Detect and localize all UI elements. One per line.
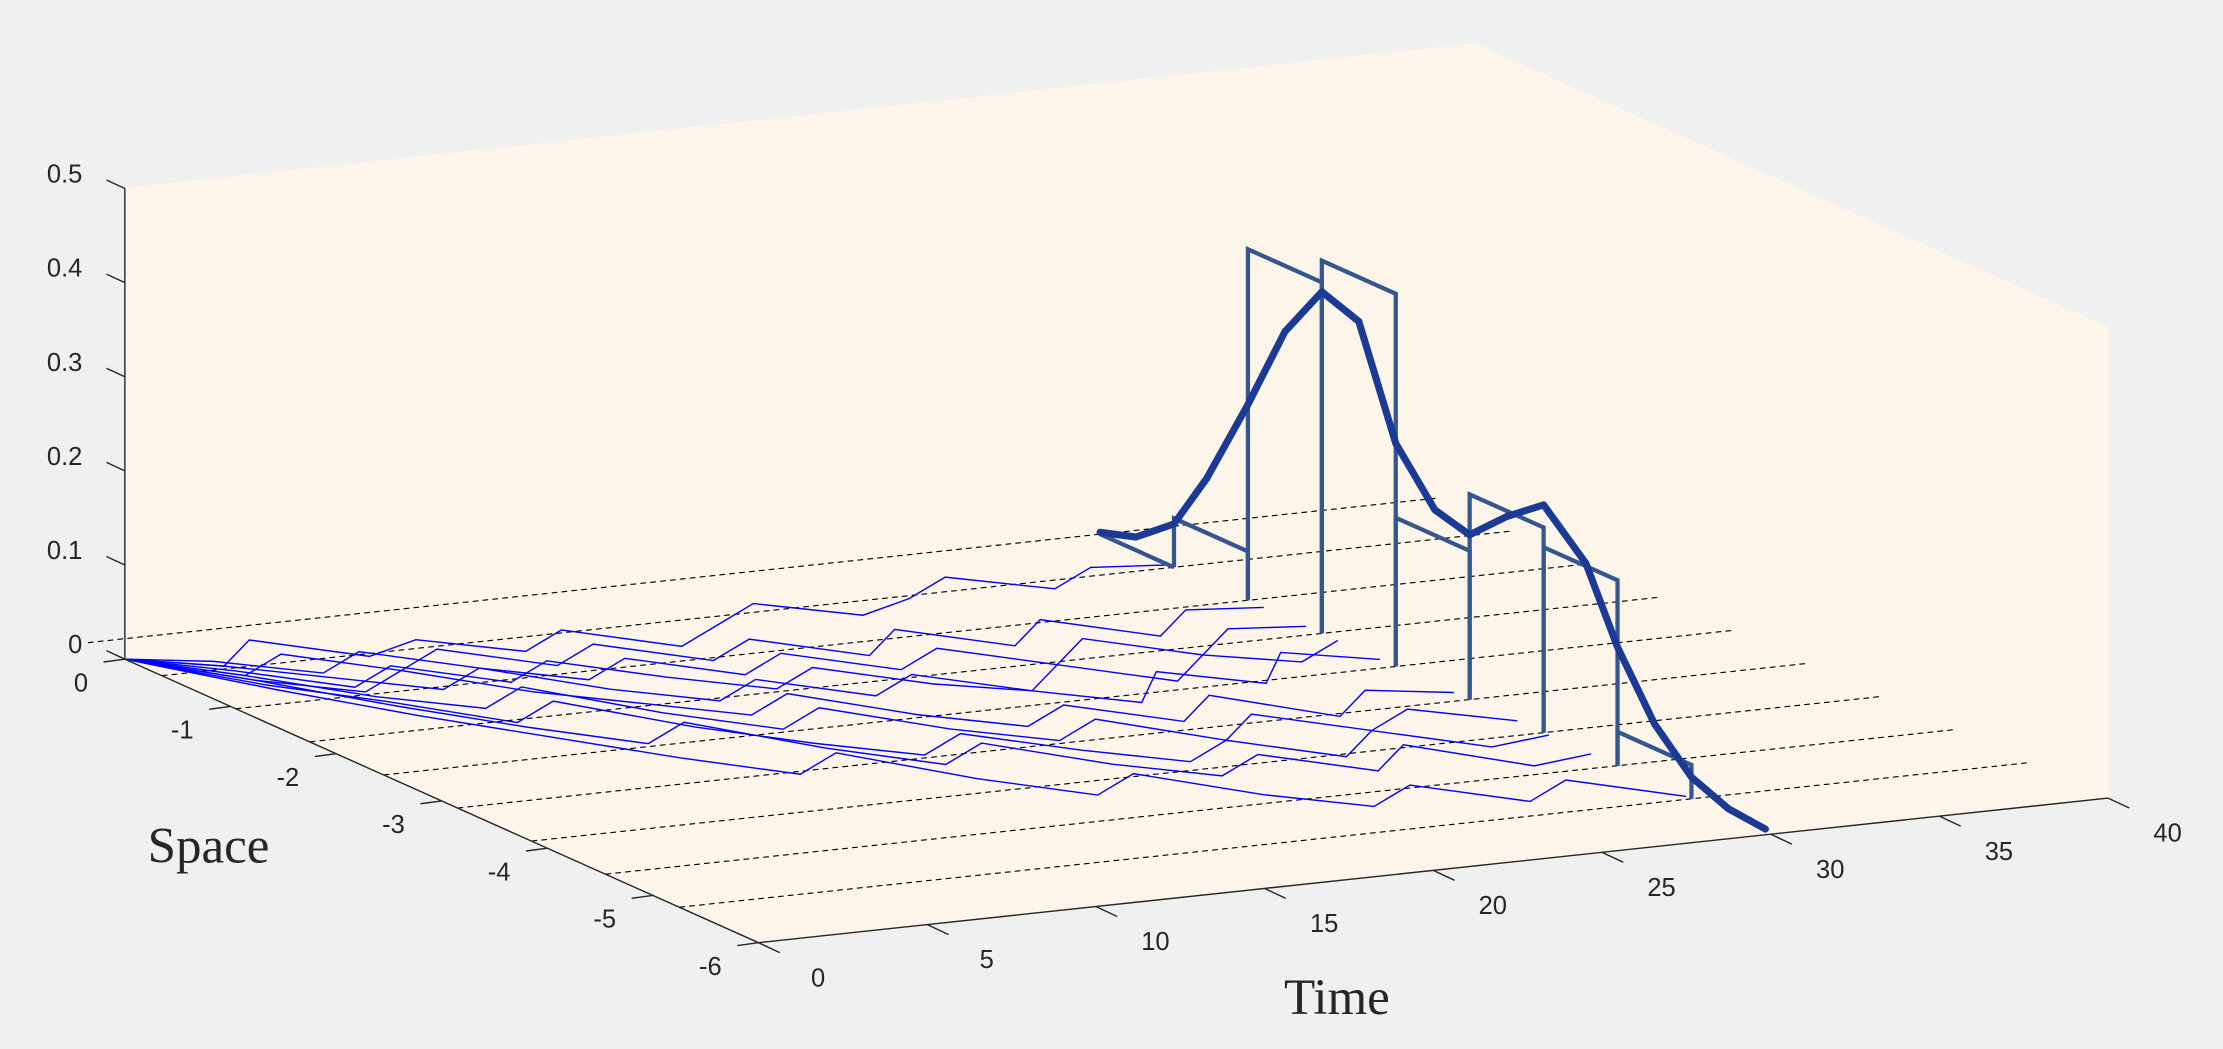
plot-layer: 0 0.1 0.2 0.3 0.4 0.5 -6 -5 -4 -3 -2 -1 0 0 5 10 15 20 25 3… bbox=[47, 161, 2182, 993]
z-tick bbox=[106, 650, 126, 660]
bin-edge-line bbox=[383, 629, 1734, 776]
z-tick bbox=[106, 367, 126, 378]
walk-path bbox=[124, 651, 1380, 704]
x-axis-title: Time bbox=[1284, 970, 1390, 1026]
bin-edge-line bbox=[309, 596, 1660, 743]
bin-edge-line bbox=[235, 563, 1586, 710]
x-tick bbox=[1432, 869, 1455, 881]
y-tick-label: -3 bbox=[382, 811, 405, 839]
walk-path bbox=[124, 625, 1307, 681]
y-tick-label: 0 bbox=[74, 669, 88, 697]
panes bbox=[122, 42, 2111, 944]
y-tick bbox=[420, 800, 442, 805]
histogram-bar bbox=[1615, 728, 1694, 799]
x-tick-label: 20 bbox=[1479, 892, 1507, 920]
x-tick-label: 15 bbox=[1310, 910, 1338, 938]
x-tick-label: 10 bbox=[1141, 928, 1169, 956]
y-axis-title: Space bbox=[148, 818, 270, 874]
x-tick bbox=[926, 923, 949, 936]
bin-edge-line bbox=[161, 530, 1512, 677]
x-tick-label: 25 bbox=[1647, 874, 1675, 902]
z-tick-label: 0.4 bbox=[47, 255, 82, 283]
y-tick bbox=[525, 847, 548, 852]
x-tick-label: 30 bbox=[1816, 856, 1844, 884]
density-curve bbox=[1096, 288, 1769, 833]
y-tick bbox=[314, 752, 337, 758]
walk-path bbox=[124, 564, 1169, 667]
y-tick-label: -2 bbox=[277, 764, 300, 792]
x-tick-label: 5 bbox=[980, 946, 994, 974]
y-tick-label: -5 bbox=[593, 906, 616, 934]
histogram-bar bbox=[1541, 543, 1620, 766]
x-tick bbox=[1939, 815, 1961, 827]
y-tick-label: -6 bbox=[699, 953, 722, 981]
bin-edge-line bbox=[457, 662, 1808, 809]
walk-path bbox=[124, 658, 1687, 808]
bin-edge-line bbox=[87, 497, 1438, 644]
y-tick bbox=[737, 941, 759, 947]
z-tick bbox=[106, 273, 126, 284]
z-tick-label: 0.5 bbox=[47, 161, 82, 189]
bin-edge-line bbox=[605, 729, 1955, 875]
x-tick bbox=[1601, 851, 1624, 863]
y-tick-label: -1 bbox=[171, 717, 194, 745]
walk-path bbox=[124, 658, 1518, 742]
walk-path bbox=[124, 658, 1454, 728]
z-tick-label: 0.1 bbox=[47, 537, 82, 565]
histogram-bar bbox=[1099, 532, 1175, 570]
x-tick-label: 35 bbox=[1985, 838, 2013, 866]
z-tick-label: 0 bbox=[68, 631, 82, 659]
walk-path bbox=[124, 658, 1592, 777]
x-tick-label: 0 bbox=[811, 964, 825, 992]
y-tick bbox=[631, 894, 654, 899]
x-tick bbox=[1264, 887, 1287, 900]
y-tick bbox=[103, 658, 125, 663]
histogram-bar bbox=[1319, 257, 1398, 667]
z-tick bbox=[106, 461, 126, 472]
z-tick-label: 0.2 bbox=[47, 443, 82, 471]
z-tick-label: 0.3 bbox=[47, 349, 82, 377]
x-tick-label: 40 bbox=[2153, 820, 2181, 848]
x-tick bbox=[1770, 833, 1793, 845]
walk-path bbox=[124, 639, 1339, 692]
x-tick bbox=[2107, 797, 2130, 809]
z-tick bbox=[106, 179, 126, 190]
bin-edge-line bbox=[531, 695, 1882, 842]
y-tick bbox=[209, 705, 231, 710]
walk-path bbox=[124, 658, 1550, 763]
x-tick bbox=[1095, 905, 1118, 918]
bin-edge-line bbox=[679, 762, 2029, 908]
z-tick bbox=[106, 555, 126, 566]
x-tick bbox=[758, 942, 781, 954]
y-tick-label: -4 bbox=[488, 858, 511, 886]
